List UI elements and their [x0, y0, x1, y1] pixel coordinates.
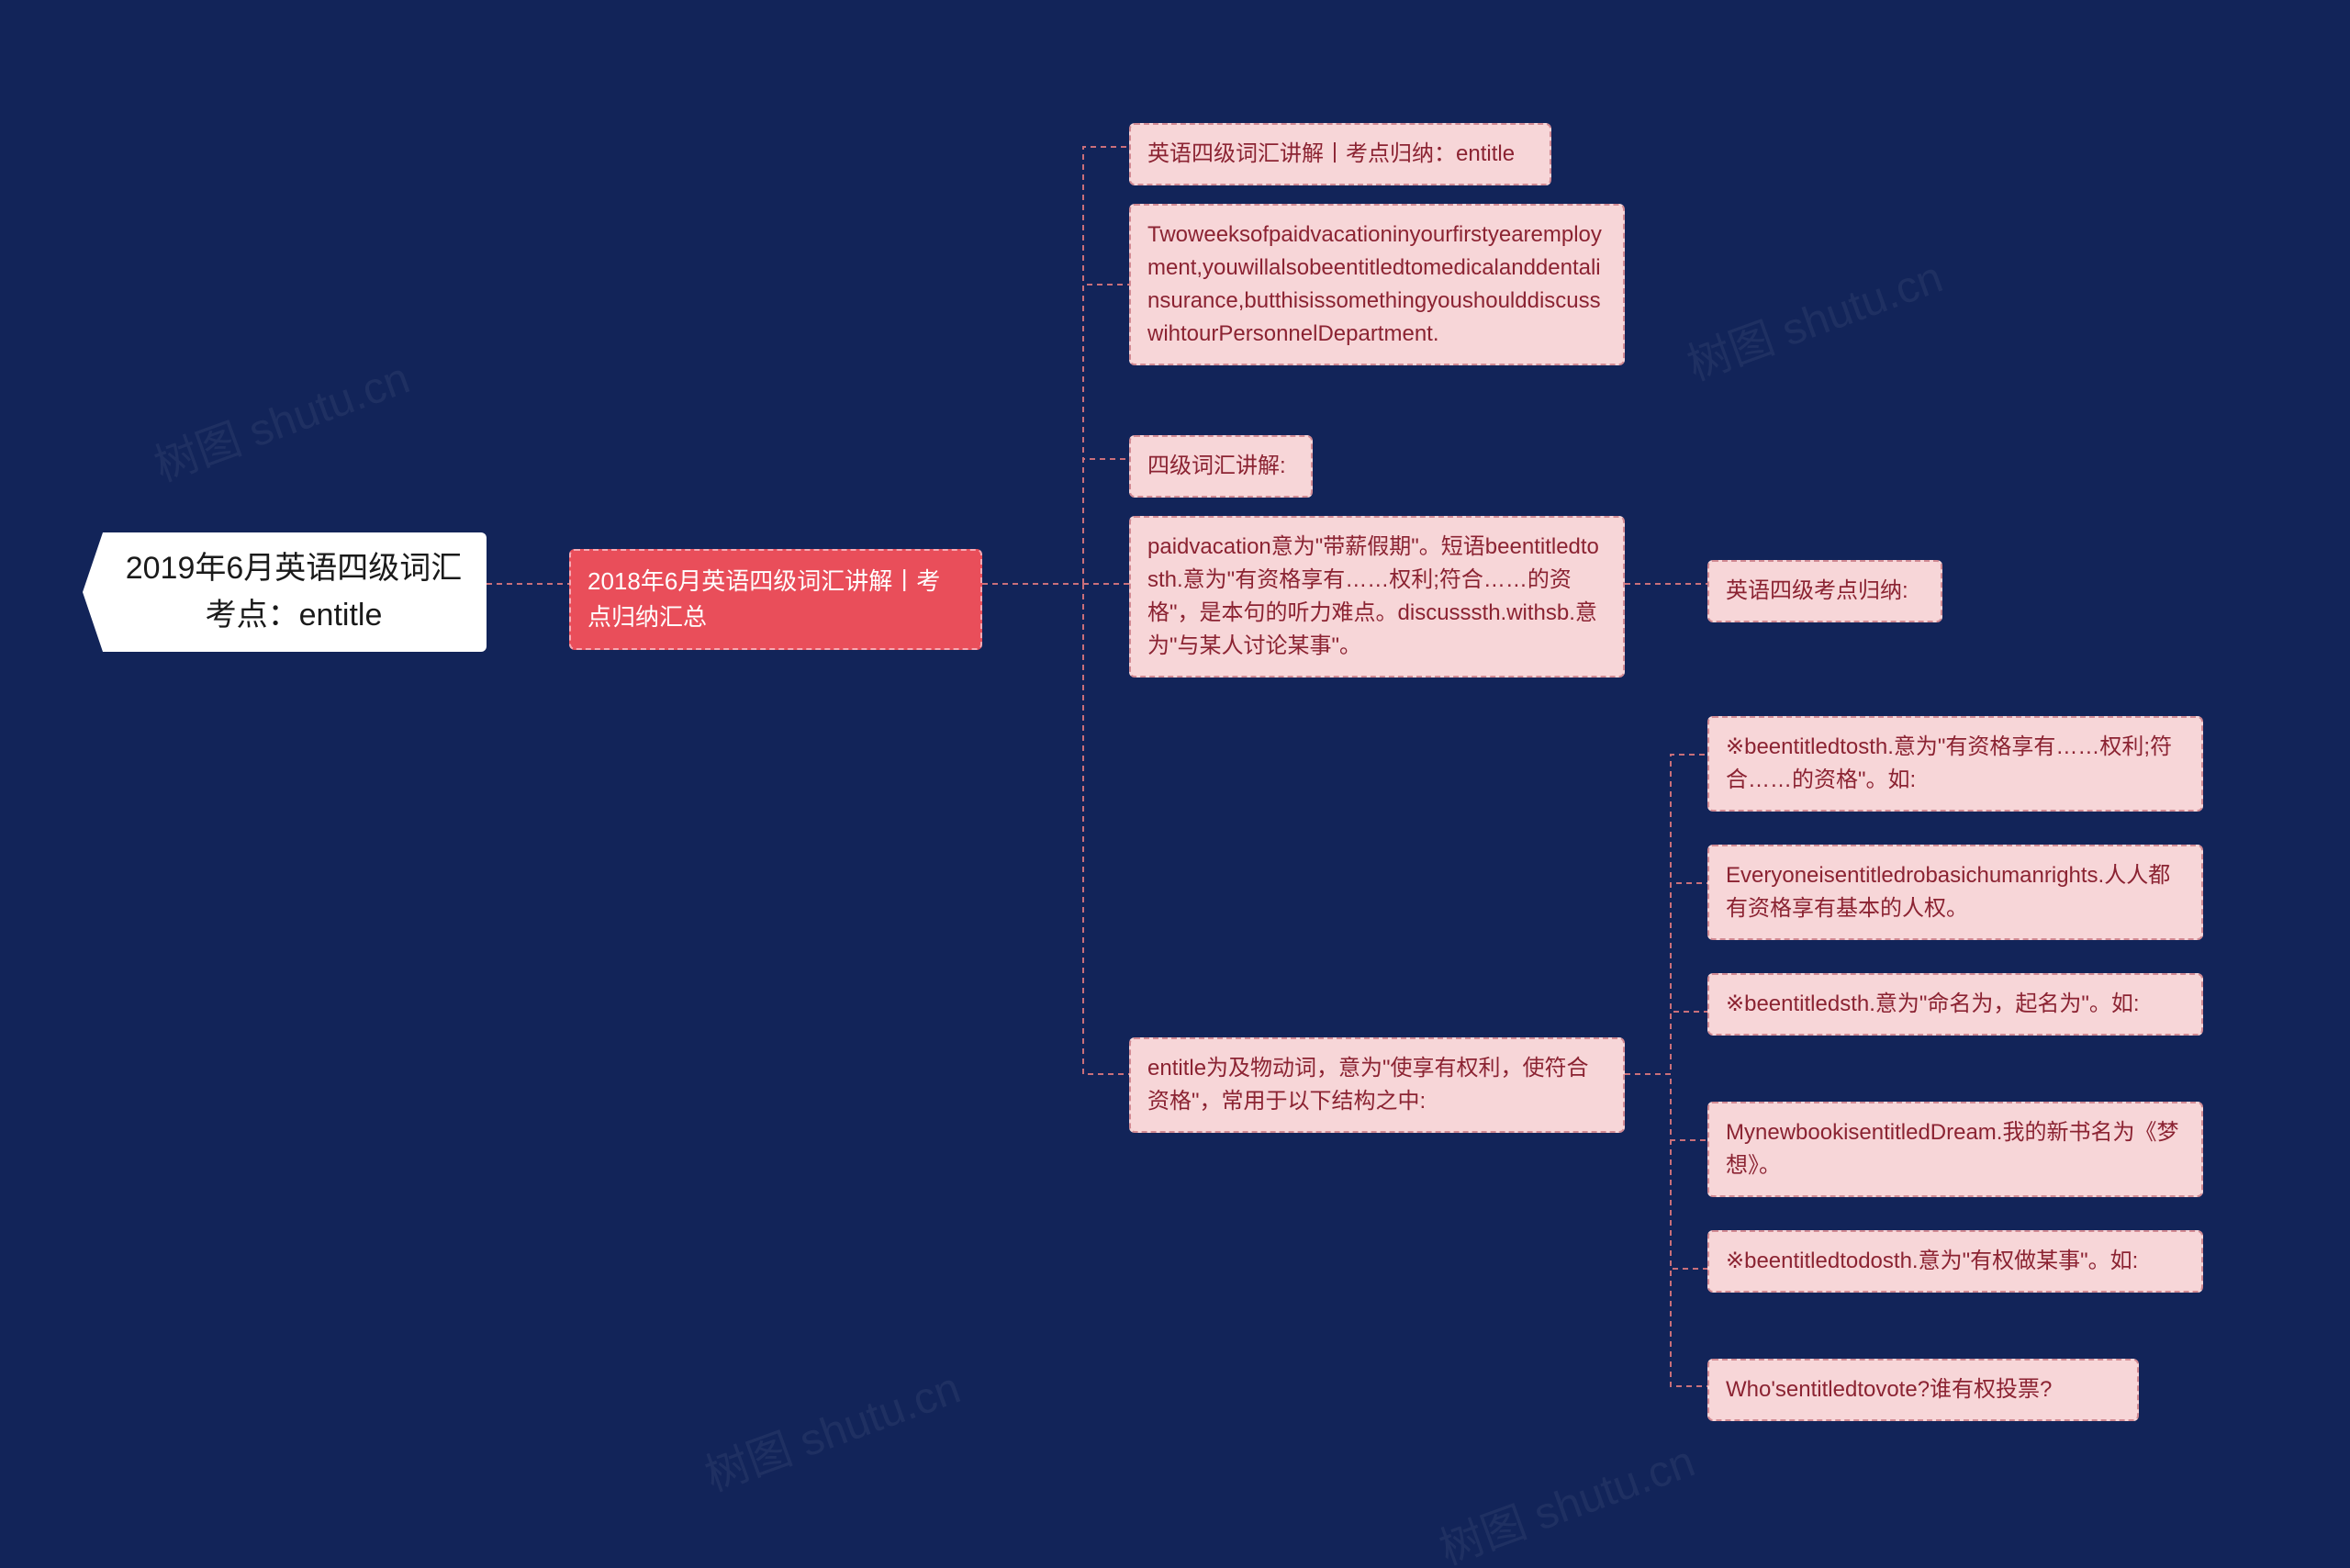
level1-node: 2018年6月英语四级词汇讲解丨考点归纳汇总	[569, 549, 982, 650]
annot-node: 英语四级考点归纳:	[1707, 560, 1942, 622]
level2-node-1: Twoweeksofpaidvacationinyourfirstyearemp…	[1129, 204, 1625, 365]
level2-node-3: paidvacation意为"带薪假期"。短语beentitledtosth.意…	[1129, 516, 1625, 678]
watermark: 树图 shutu.cn	[144, 342, 417, 493]
watermark: 树图 shutu.cn	[695, 1351, 968, 1503]
level3-node-2: ※beentitledsth.意为"命名为，起名为"。如:	[1707, 973, 2203, 1036]
level3-node-3: MynewbookisentitledDream.我的新书名为《梦想》。	[1707, 1102, 2203, 1197]
level2-node-0: 英语四级词汇讲解丨考点归纳：entitle	[1129, 123, 1551, 185]
level3-node-1: Everyoneisentitledrobasichumanrights.人人都…	[1707, 845, 2203, 940]
watermark: 树图 shutu.cn	[1677, 241, 1950, 392]
level2-node-2: 四级词汇讲解:	[1129, 435, 1313, 498]
level3-node-5: Who'sentitledtovote?谁有权投票?	[1707, 1359, 2139, 1421]
level2-node-4: entitle为及物动词，意为"使享有权利，使符合资格"，常用于以下结构之中:	[1129, 1037, 1625, 1133]
watermark: 树图 shutu.cn	[1429, 1425, 1702, 1568]
root-node: 2019年6月英语四级词汇考点：entitle	[83, 532, 487, 652]
level3-node-0: ※beentitledtosth.意为"有资格享有……权利;符合……的资格"。如…	[1707, 716, 2203, 812]
level3-node-4: ※beentitledtodosth.意为"有权做某事"。如:	[1707, 1230, 2203, 1293]
